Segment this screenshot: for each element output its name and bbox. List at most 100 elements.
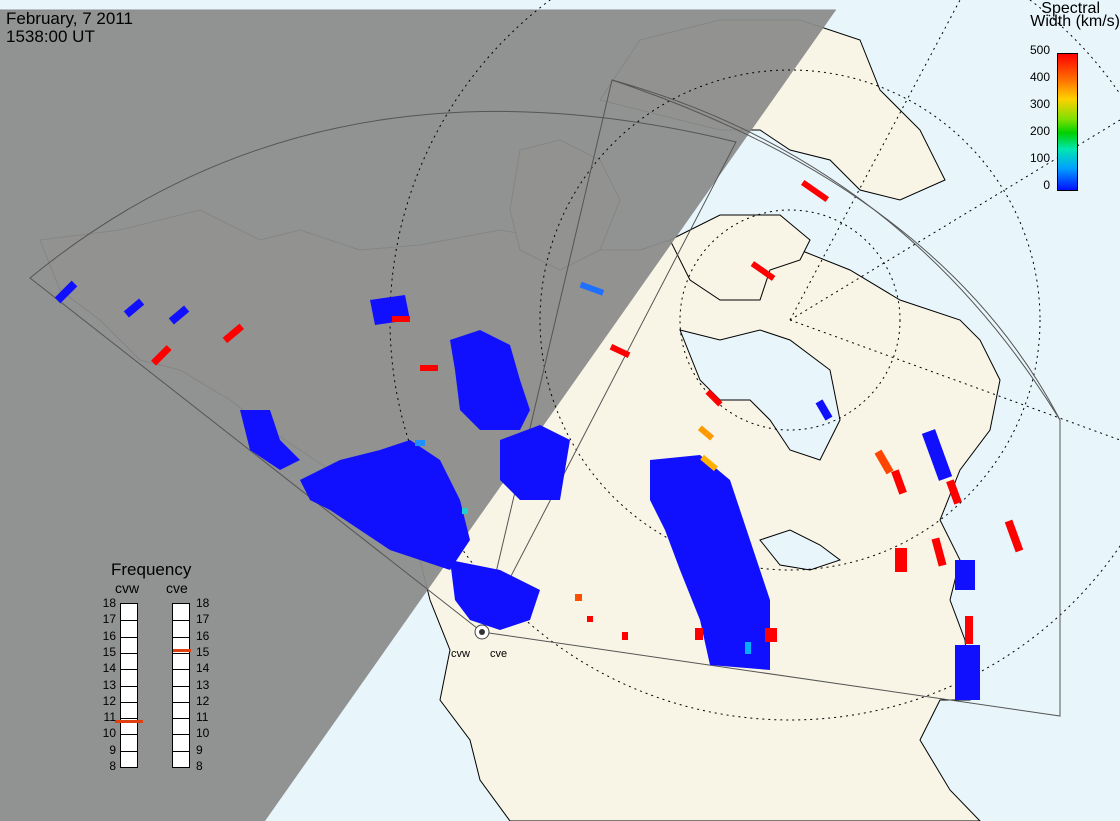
radar-site-marker: [474, 624, 490, 640]
red-segment-8: [420, 365, 438, 371]
map-time: 1538:00 UT: [6, 27, 95, 46]
frequency-gridline: [121, 734, 137, 736]
frequency-title: Frequency: [111, 560, 192, 579]
radar-label-cve: cve: [166, 580, 188, 596]
blob-near-radar: [450, 560, 540, 630]
frequency-tick-label: 14: [196, 661, 210, 676]
frequency-gridline: [173, 718, 189, 720]
frequency-gridline: [173, 669, 189, 671]
red-segment-1: [800, 179, 830, 203]
colorbar-tick: 200: [1029, 124, 1050, 138]
frequency-tick-label: 17: [102, 612, 116, 627]
frequency-tick-label: 10: [102, 726, 116, 741]
frequency-gridline: [121, 636, 137, 638]
frequency-marker-cvw: [115, 720, 143, 724]
blob-segment-5: [815, 399, 833, 421]
frequency-gridline: [173, 636, 189, 638]
fov-boundary-arc: [611, 79, 1061, 421]
night-terminator-shade: [0, 10, 836, 821]
red-segment-5: [151, 345, 172, 366]
map-date: February, 7 2011: [6, 9, 133, 28]
colorbar-gradient: [1057, 53, 1078, 191]
frequency-gridline: [173, 701, 189, 703]
colorbar-tick: 400: [1029, 70, 1050, 84]
colorbar-tick: 300: [1029, 97, 1050, 111]
blob-segment-4: [168, 305, 190, 325]
blob-ne-coast-2: [955, 560, 975, 590]
lat-circle-70: [679, 209, 901, 431]
meridian-1: [789, 119, 1120, 321]
red-segment-4: [705, 389, 723, 407]
frequency-tick-label: 9: [196, 742, 203, 757]
red-segment-3: [609, 344, 631, 358]
frequency-tick-label: 8: [196, 759, 203, 773]
frequency-gridline: [173, 750, 189, 752]
frequency-tick-label: 11: [103, 710, 116, 725]
frequency-tick-label: 18: [196, 596, 210, 610]
frequency-tick-label: 10: [196, 726, 210, 741]
frequency-tick-label: 12: [102, 693, 116, 708]
frequency-gridline: [121, 652, 137, 654]
frequency-gridline: [121, 620, 137, 622]
red-segment-7: [392, 316, 410, 322]
frequency-tick-label: 13: [102, 677, 116, 692]
frequency-tick-label: 11: [196, 710, 209, 725]
frequency-gridline: [121, 669, 137, 671]
meridian-2: [789, 319, 1120, 441]
meridian-3: [789, 0, 961, 321]
orange-segment-1: [697, 425, 715, 441]
red-segment-2: [750, 261, 776, 281]
red-segment-11: [895, 548, 907, 572]
frequency-gridline: [121, 718, 137, 720]
red-segment-18: [622, 632, 628, 640]
colorbar-tick: 0: [1043, 178, 1050, 192]
red-segment-16: [695, 628, 703, 640]
blob-midwest: [650, 455, 770, 670]
frequency-tick-label: 13: [196, 677, 210, 692]
blob-segment-1: [579, 281, 605, 296]
radar-fov: [29, 79, 1061, 717]
colorbar-tick: 500: [1029, 43, 1050, 57]
frequency-tick-label: 8: [109, 759, 116, 773]
frequency-gauge-cvw: [115, 603, 143, 768]
frequency-gridline: [121, 685, 137, 687]
baffin-land: [669, 214, 811, 301]
colorbar-title-line2: Width (km/s): [1030, 13, 1120, 30]
blob-segment-6: [921, 429, 953, 481]
frequency-gridline: [173, 734, 189, 736]
blob-ne-coast: [955, 645, 980, 700]
blob-segment-3: [123, 298, 145, 318]
orange-segment-2: [700, 454, 718, 472]
colorbar-title-line1: Spectral: [1041, 0, 1100, 17]
frequency-gauge-cve: [172, 603, 191, 768]
radar-site-dot: [479, 629, 485, 635]
frequency-tick-label: 15: [196, 644, 210, 659]
red-segment-17: [765, 628, 777, 642]
red-segment-10: [931, 537, 947, 567]
frequency-tick-label: 15: [102, 644, 116, 659]
blob-west-coast: [300, 440, 470, 570]
frequency-tick-label: 16: [102, 628, 116, 643]
lat-circle-60: [539, 69, 1041, 571]
fov-cvw: [29, 110, 737, 633]
great-lakes: [759, 529, 842, 571]
backscatter-low: [54, 280, 980, 700]
frequency-gridline: [173, 620, 189, 622]
site-label-cve: cve: [490, 648, 508, 660]
frequency-gridline: [121, 750, 137, 752]
red-segment-12: [965, 616, 973, 644]
cyan-segment-3: [462, 508, 468, 514]
frequency-tick-label: 18: [102, 596, 116, 610]
blob-center: [500, 425, 570, 500]
frequency-gridline: [173, 652, 189, 654]
frequency-gridline: [173, 685, 189, 687]
cyan-segment-1: [745, 642, 751, 654]
site-label-cvw: cvw: [451, 648, 470, 660]
red-segment-6: [222, 323, 244, 344]
blob-yukon: [450, 330, 530, 430]
frequency-marker-cve: [173, 648, 191, 652]
inland-water: [679, 329, 842, 571]
red-segment-19: [587, 616, 593, 622]
backscatter-high: [151, 179, 1024, 654]
